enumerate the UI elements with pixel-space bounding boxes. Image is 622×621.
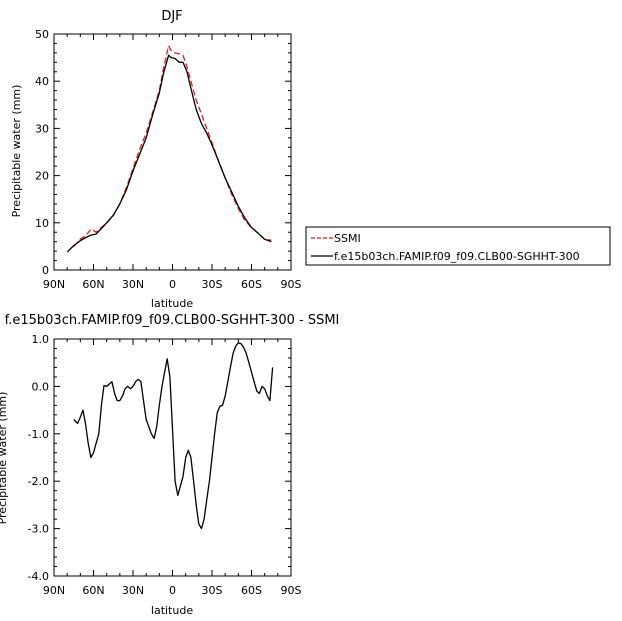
top-xtick-label: 0 — [169, 278, 176, 291]
top-xtick-label: 60N — [82, 278, 104, 291]
bottom-ytick-label: -4.0 — [28, 570, 49, 583]
legend-box — [305, 226, 611, 266]
bottom-xtick-label: 60S — [241, 584, 262, 597]
bottom-series-line-0 — [73, 342, 274, 530]
bottom-xtick-label: 90S — [281, 584, 302, 597]
legend-ssmi-label: SSMI — [334, 232, 361, 245]
bottom-series — [73, 342, 274, 530]
top-ytick-label: 10 — [35, 217, 49, 230]
legend: SSMI f.e15b03ch.FAMIP.f09_f09.CLB00-SGHH… — [305, 226, 611, 266]
top-ylabel: Precipitable water (mm) — [10, 85, 23, 218]
bottom-ytick-label: -3.0 — [28, 523, 49, 536]
top-ytick-label: 0 — [42, 264, 49, 277]
bottom-xtick-label: 0 — [169, 584, 176, 597]
top-xtick-label: 30S — [202, 278, 223, 291]
top-panel: DJF Precipitable water (mm) latitude 90N… — [10, 9, 302, 310]
top-series-line-1 — [66, 54, 272, 253]
legend-model-label: f.e15b03ch.FAMIP.f09_f09.CLB00-SGHHT-300 — [334, 250, 580, 263]
top-axes: 90N 60N 30N 0 30S 60S 90S 0 10 20 30 40 50 — [35, 28, 302, 291]
top-series — [66, 45, 272, 253]
bottom-panel: f.e15b03ch.FAMIP.f09_f09.CLB00-SGHHT-300… — [0, 313, 339, 617]
top-series-line-0 — [73, 45, 272, 247]
top-plot-frame — [53, 33, 292, 271]
bottom-ytick-label: 1.0 — [32, 333, 50, 346]
top-xtick-label: 60S — [241, 278, 262, 291]
top-ytick-label: 30 — [35, 122, 49, 135]
top-xtick-label: 90S — [281, 278, 302, 291]
bottom-ylabel: Precipitable water (mm) — [0, 392, 9, 525]
bottom-xtick-label: 90N — [43, 584, 65, 597]
top-ytick-label: 50 — [35, 28, 49, 41]
bottom-xtick-label: 60N — [82, 584, 104, 597]
top-xtick-label: 30N — [122, 278, 144, 291]
bottom-xlabel: latitude — [151, 604, 193, 617]
top-ytick-label: 20 — [35, 170, 49, 183]
bottom-ytick-label: 0.0 — [32, 380, 50, 393]
top-xlabel: latitude — [151, 297, 193, 310]
bottom-xtick-label: 30S — [202, 584, 223, 597]
bottom-ytick-label: -2.0 — [28, 475, 49, 488]
top-xtick-label: 90N — [43, 278, 65, 291]
bottom-axes: 90N 60N 30N 0 30S 60S 90S -4.0 -3.0 -2.0 -1.0 0.0 1.… — [28, 333, 302, 597]
bottom-title: f.e15b03ch.FAMIP.f09_f09.CLB00-SGHHT-300… — [5, 313, 340, 328]
top-title: DJF — [161, 9, 182, 24]
bottom-plot-frame — [53, 338, 292, 577]
top-ytick-label: 40 — [35, 75, 49, 88]
bottom-ytick-label: -1.0 — [28, 428, 49, 441]
bottom-xtick-label: 30N — [122, 584, 144, 597]
